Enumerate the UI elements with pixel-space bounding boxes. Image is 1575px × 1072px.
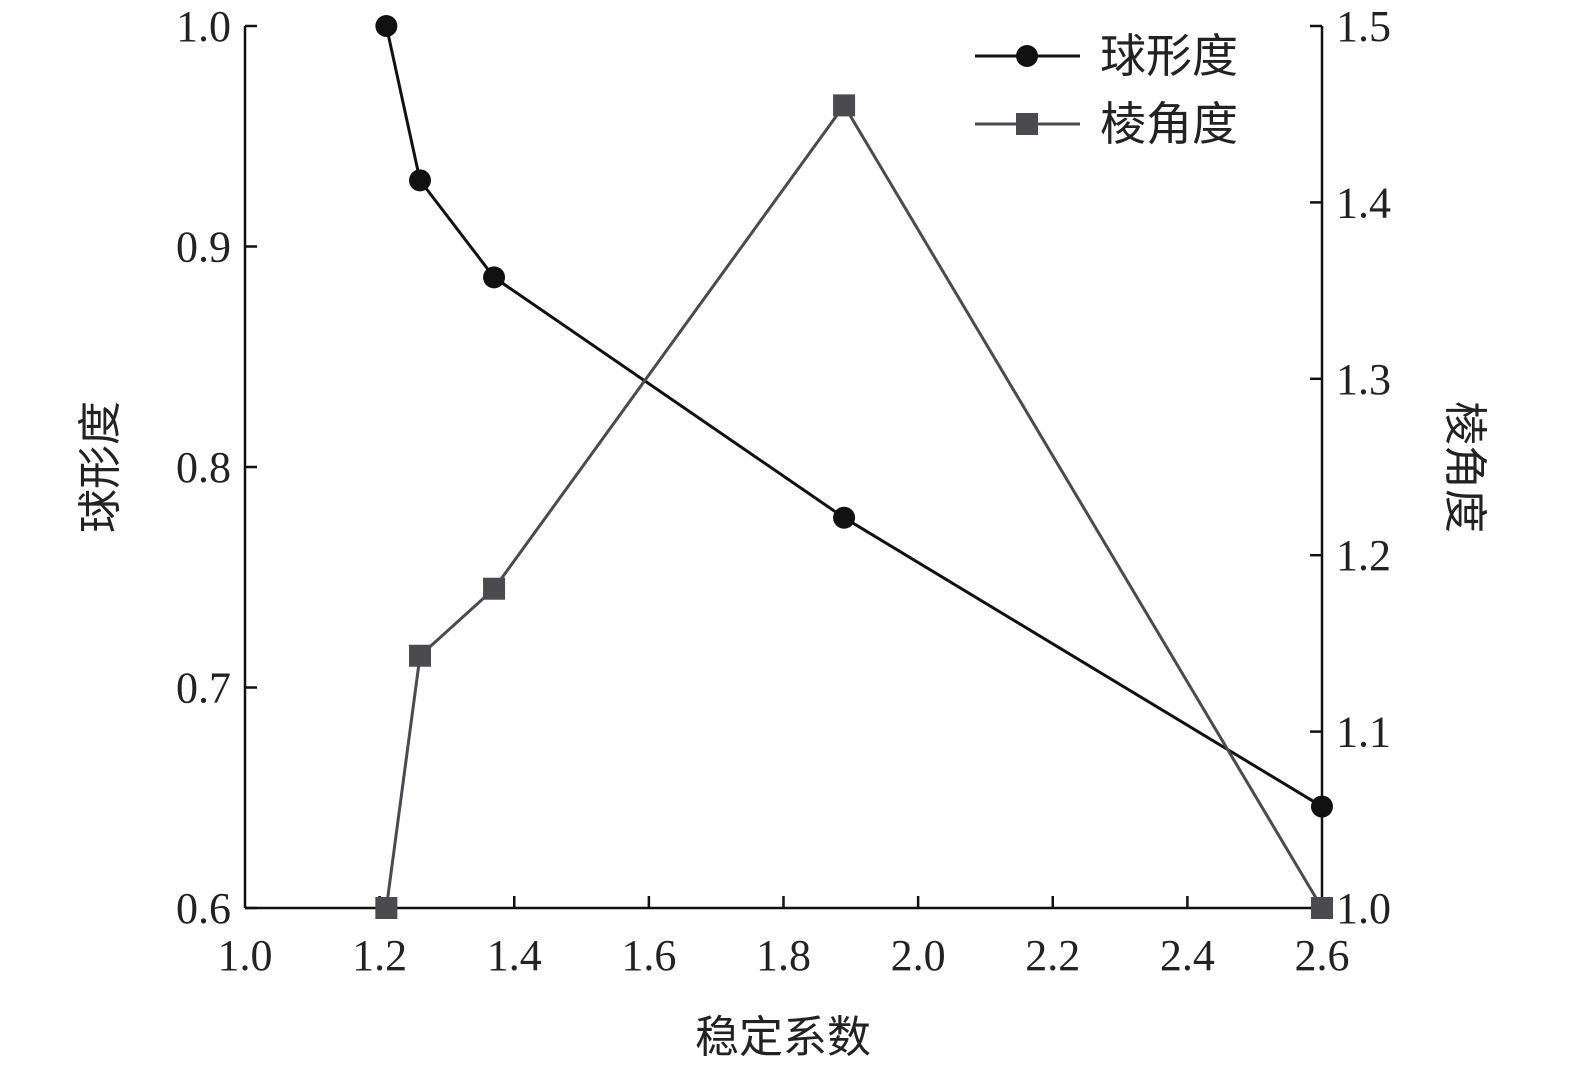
data-point-angularity	[483, 577, 506, 600]
y-right-tick-label: 1.5	[1336, 2, 1391, 51]
data-point-sphericity	[409, 169, 432, 192]
y-left-tick-label: 0.7	[176, 664, 231, 713]
data-point-angularity	[409, 644, 432, 667]
data-point-sphericity	[1311, 795, 1333, 818]
legend: 球形度 棱角度	[975, 29, 1238, 151]
data-point-angularity	[375, 897, 398, 919]
y-right-tick-label: 1.2	[1336, 531, 1391, 580]
data-point-sphericity	[375, 15, 398, 37]
data-point-sphericity	[483, 266, 506, 289]
x-tick-label: 2.2	[1025, 931, 1080, 980]
axes	[243, 26, 1324, 910]
data-point-angularity	[1311, 897, 1333, 919]
legend-label-sphericity: 球形度	[1100, 29, 1238, 83]
y-left-tick-label: 1.0	[176, 2, 231, 51]
legend-marker-circle	[1016, 45, 1038, 67]
x-tick-label: 1.8	[756, 931, 811, 980]
x-tick-label: 1.0	[218, 931, 273, 980]
y-right-tick-label: 1.0	[1336, 884, 1391, 933]
legend-marker-square	[1016, 113, 1038, 135]
series-line-angularity	[384, 102, 1324, 909]
series	[375, 15, 1333, 919]
ticks: 1.0 1.2 1.4 1.6 1.8 2.0 2.2 2.4 2.6 0.6 0.7 0.8 0.9 1…	[176, 2, 1391, 980]
y-right-tick-label: 1.4	[1336, 178, 1391, 227]
y-left-tick-label: 0.9	[176, 223, 231, 272]
data-point-sphericity	[833, 506, 856, 529]
y-left-axis-title: 球形度	[75, 401, 126, 533]
y-right-tick-label: 1.3	[1336, 355, 1391, 404]
legend-item-angularity: 棱角度	[975, 97, 1238, 151]
y-left-tick-label: 0.8	[176, 443, 231, 492]
x-tick-label: 2.4	[1160, 931, 1215, 980]
x-axis-title: 稳定系数	[695, 1012, 871, 1063]
y-right-tick-label: 1.1	[1336, 708, 1391, 757]
y-left-tick-label: 0.6	[176, 884, 231, 933]
x-tick-label: 2.0	[891, 931, 946, 980]
x-tick-label: 1.6	[621, 931, 676, 980]
x-tick-label: 1.2	[352, 931, 407, 980]
legend-label-angularity: 棱角度	[1100, 97, 1238, 151]
x-tick-label: 2.6	[1295, 931, 1350, 980]
legend-item-sphericity: 球形度	[975, 29, 1238, 83]
x-tick-label: 1.4	[487, 931, 542, 980]
y-right-axis-title: 棱角度	[1439, 401, 1490, 533]
data-point-angularity	[833, 94, 856, 117]
